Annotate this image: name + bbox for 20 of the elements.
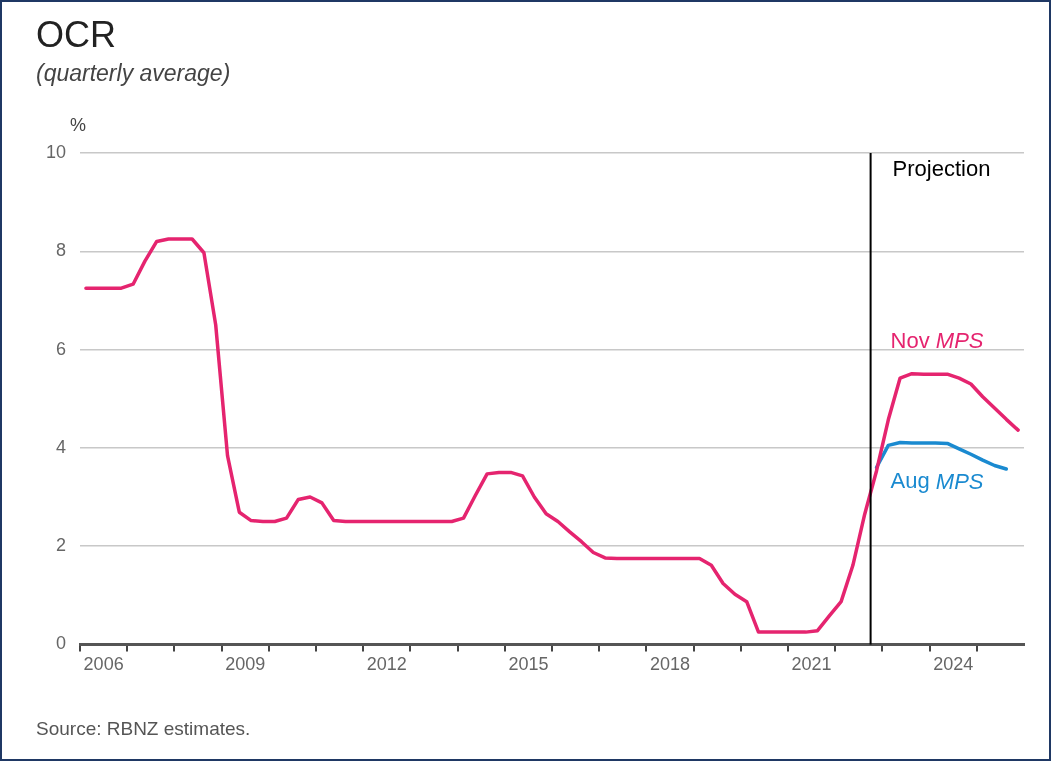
- ref-line-label: Projection: [892, 156, 991, 182]
- y-tick-label: 10: [45, 141, 67, 162]
- x-tick-label: 2012: [366, 654, 407, 675]
- series-label: Nov MPS: [890, 327, 984, 353]
- chart-subtitle: (quarterly average): [36, 60, 231, 87]
- y-tick-label: 0: [56, 633, 67, 654]
- y-tick-label: 4: [56, 436, 67, 457]
- x-tick-label: 2024: [933, 654, 974, 675]
- y-tick-label: 2: [56, 535, 67, 556]
- x-tick-label: 2006: [83, 654, 124, 675]
- x-tick-label: 2018: [649, 654, 691, 675]
- x-tick-label: 2015: [508, 654, 549, 675]
- source-note: Source: RBNZ estimates.: [36, 718, 251, 740]
- series-label: Aug MPS: [890, 468, 984, 494]
- y-tick-label: 6: [56, 338, 67, 359]
- x-tick-label: 2009: [225, 654, 266, 675]
- y-tick-label: 8: [56, 240, 67, 261]
- x-tick-label: 2021: [791, 654, 832, 675]
- chart-title: OCR: [36, 14, 116, 56]
- y-axis-title: %: [70, 114, 87, 135]
